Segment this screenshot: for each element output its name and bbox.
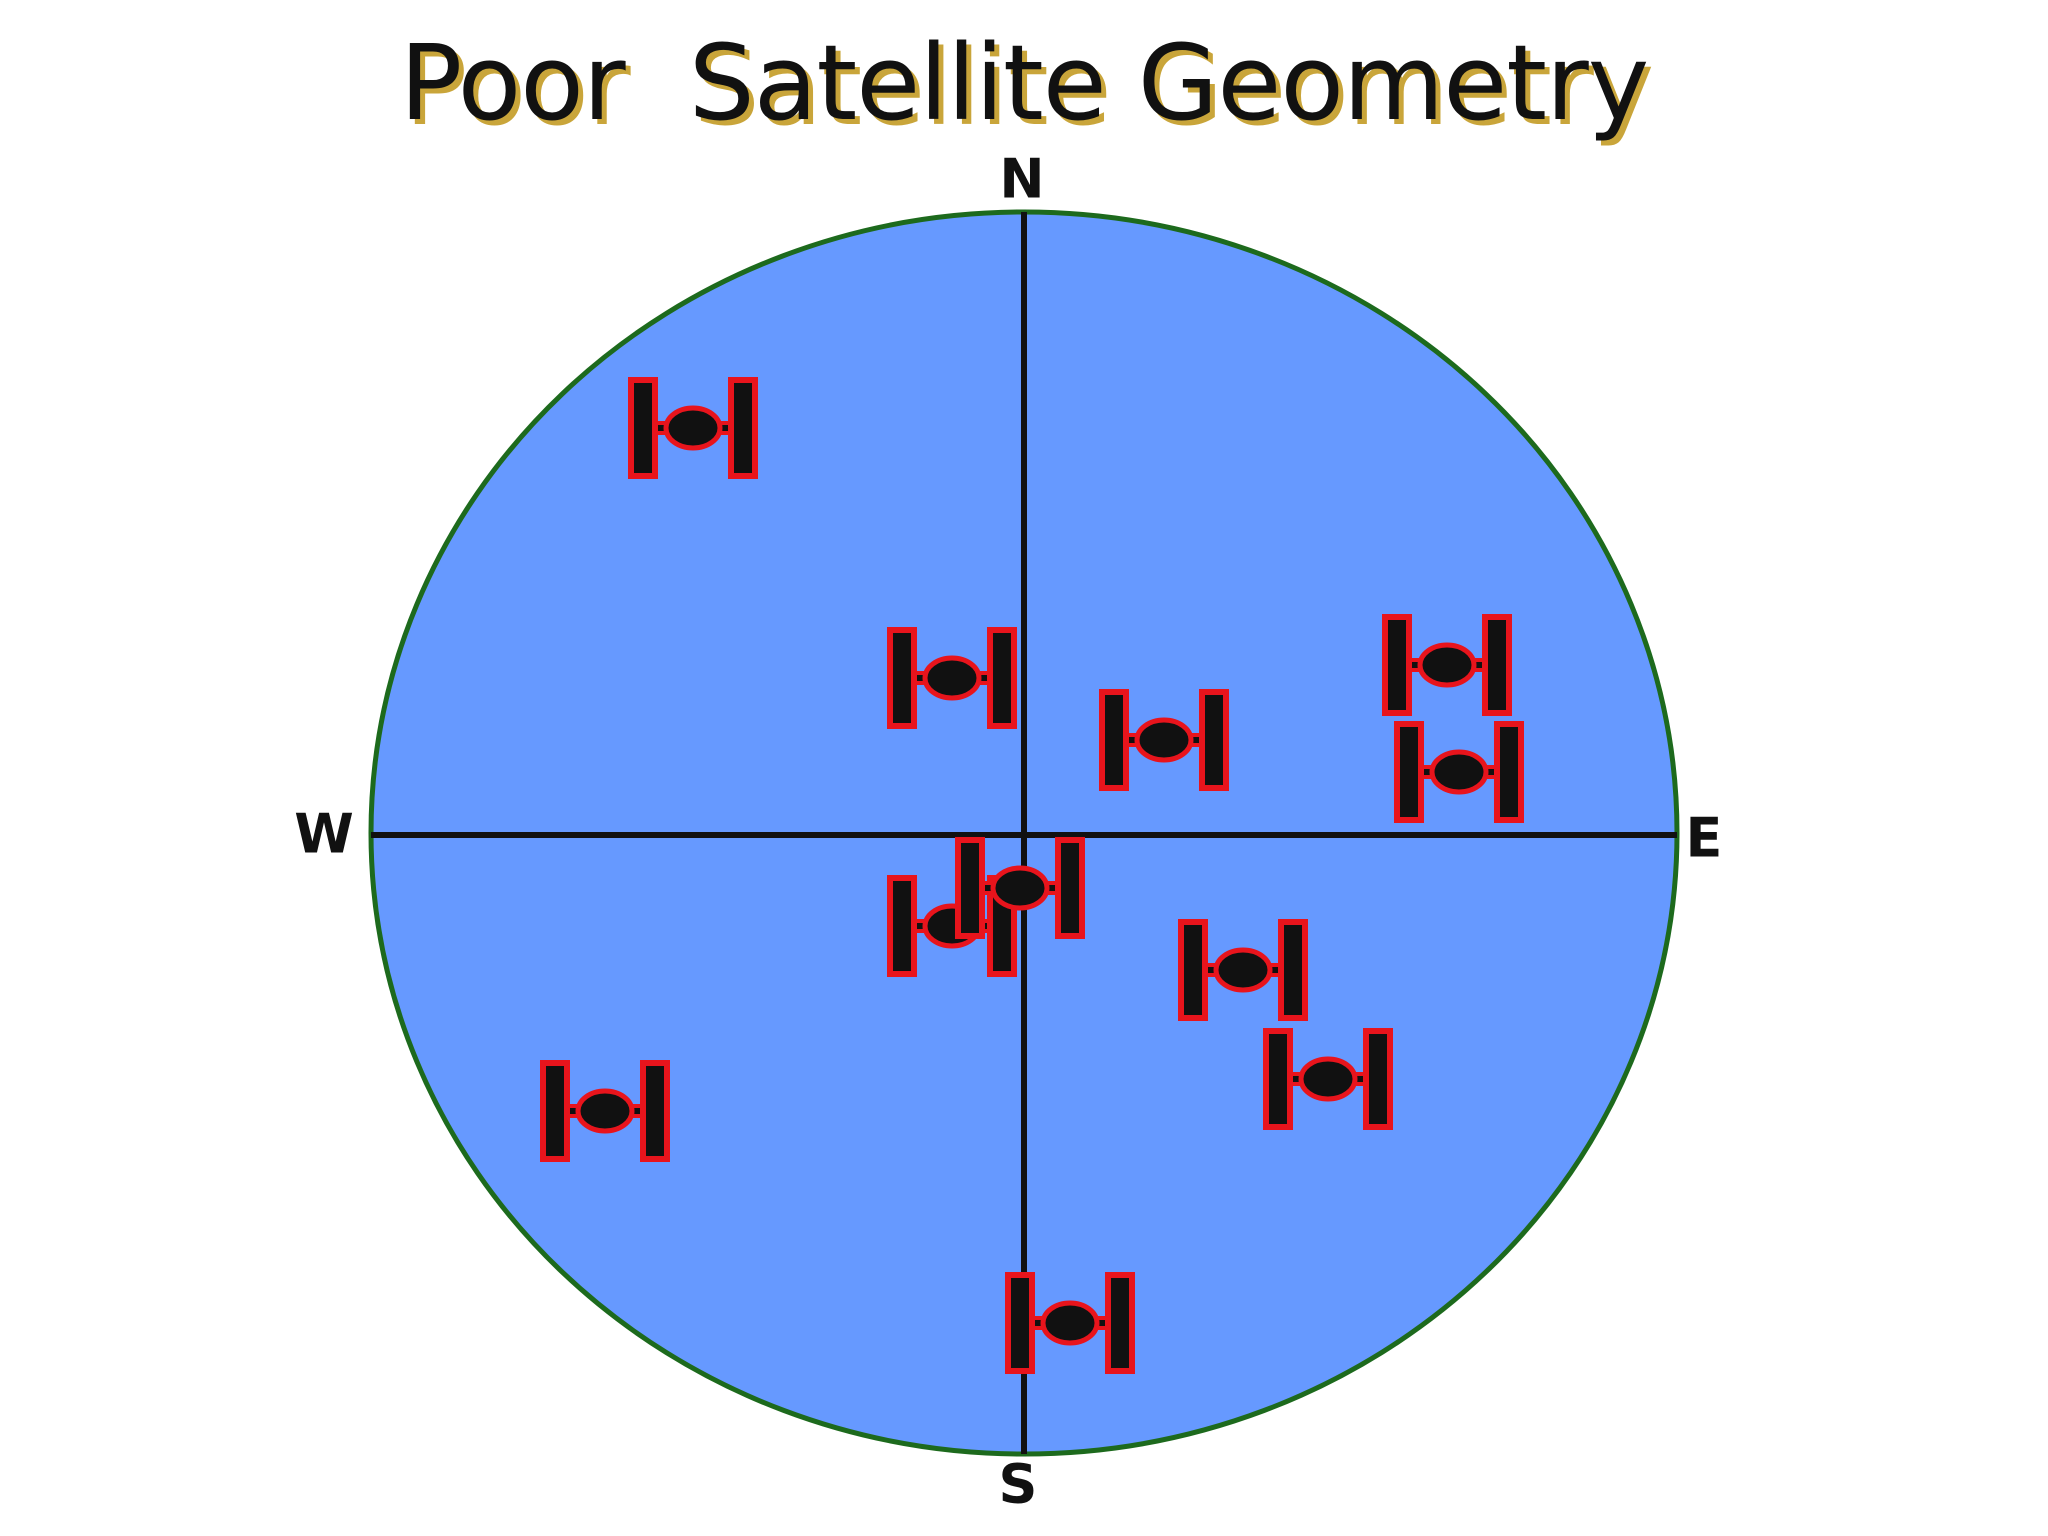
west-label: W xyxy=(294,803,354,866)
north-label: N xyxy=(999,148,1044,211)
south-label: S xyxy=(999,1453,1038,1516)
east-label: E xyxy=(1686,807,1723,870)
title: Poor Satellite Geometry xyxy=(399,22,1650,144)
